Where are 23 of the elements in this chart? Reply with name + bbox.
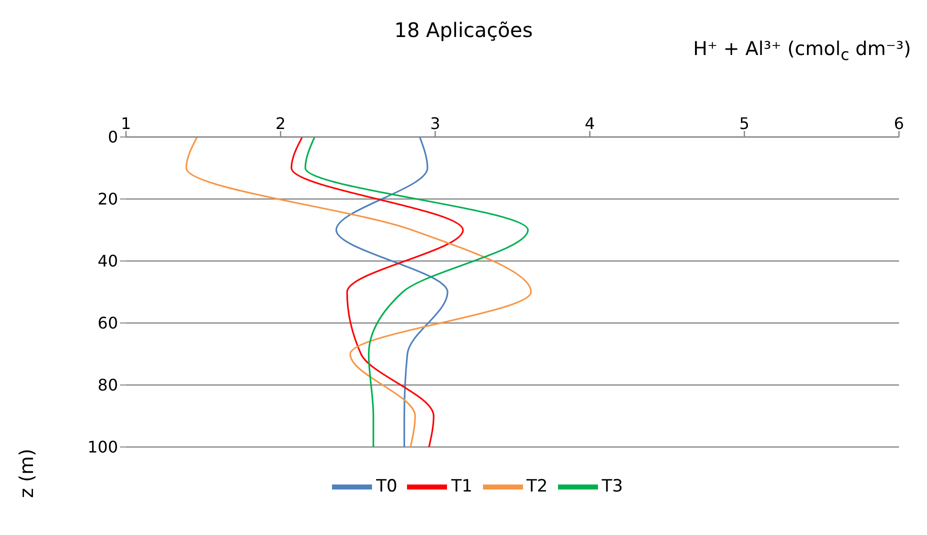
x-axis-title: H⁺ + Al³⁺ (cmol$_{c}$ dm⁻³) bbox=[693, 38, 911, 64]
y-tick-label: 40 bbox=[98, 252, 118, 271]
legend-label: T1 bbox=[451, 476, 472, 497]
y-tick-label: 100 bbox=[87, 438, 118, 457]
chart-title: 18 Aplicações bbox=[394, 18, 533, 42]
y-tick-label: 80 bbox=[98, 376, 118, 395]
line-series bbox=[335, 137, 448, 447]
y-axis-title: z (m) bbox=[16, 448, 38, 498]
x-tick-label: 1 bbox=[120, 114, 132, 133]
x-tick-label: 2 bbox=[276, 114, 286, 133]
legend-label: T3 bbox=[602, 476, 623, 497]
x-tick-label: 3 bbox=[430, 114, 440, 133]
y-tick-label: 0 bbox=[108, 128, 118, 147]
x-tick-label: 6 bbox=[894, 114, 904, 133]
y-tick-label: 20 bbox=[98, 190, 118, 209]
line-series bbox=[185, 137, 532, 447]
line-series bbox=[304, 137, 529, 447]
y-tick-label: 60 bbox=[98, 314, 118, 333]
x-tick-label: 5 bbox=[739, 114, 750, 133]
legend-label: T2 bbox=[526, 476, 548, 497]
line-series bbox=[290, 137, 464, 447]
legend-label: T0 bbox=[376, 476, 398, 497]
x-tick-label: 4 bbox=[584, 114, 595, 133]
